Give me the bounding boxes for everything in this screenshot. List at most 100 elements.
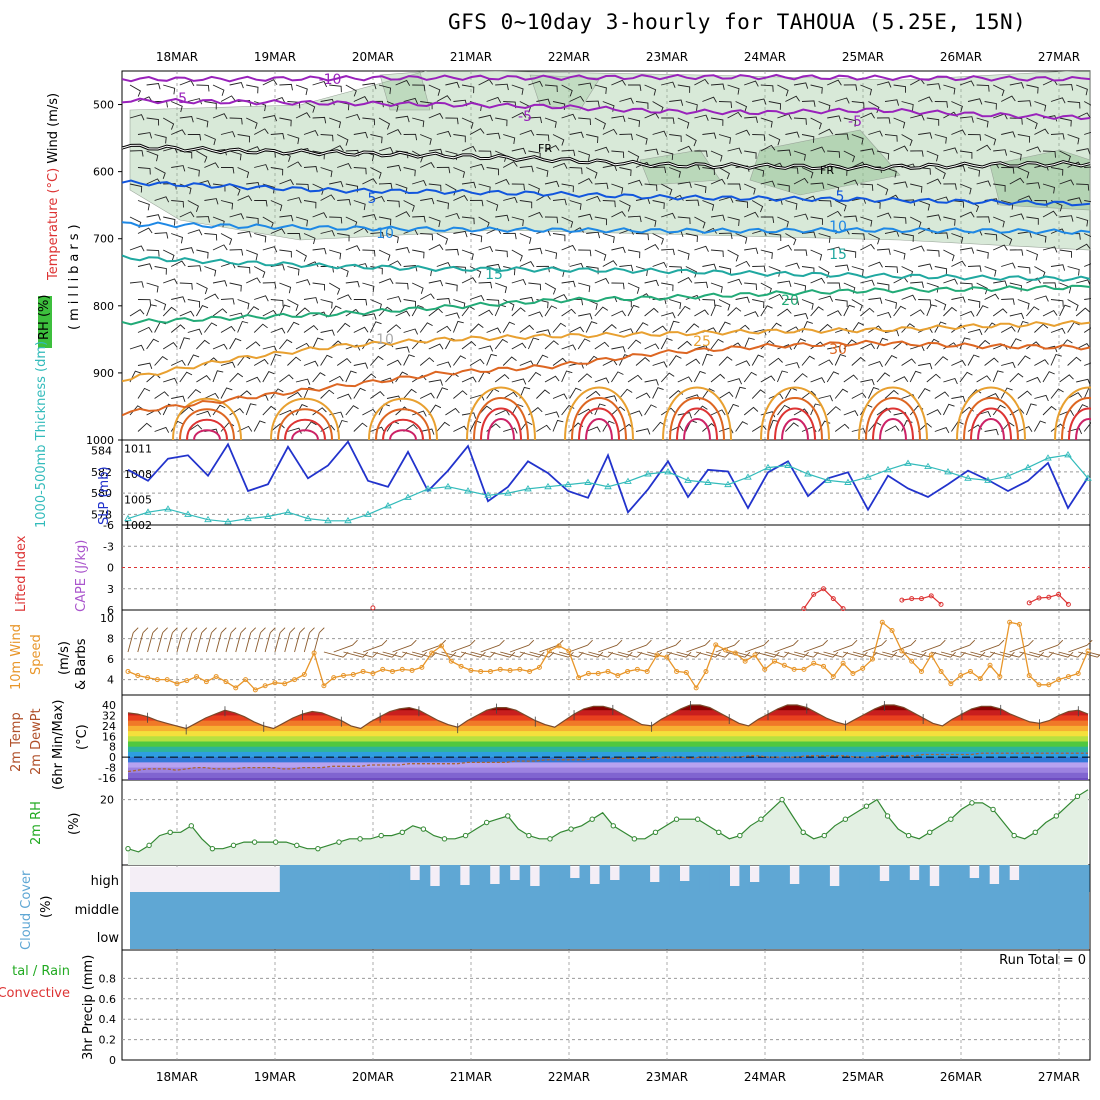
- slp-tick: 1002: [124, 519, 152, 532]
- warm-lobe-contour: [865, 397, 921, 440]
- wind-speed-point: [301, 672, 307, 678]
- wind-barb: [378, 249, 391, 261]
- wind-barb: [967, 299, 981, 308]
- contour-label: 20: [781, 293, 799, 309]
- wind-barb: [661, 81, 676, 88]
- temp-tick: 24: [102, 720, 116, 733]
- wind-barb: [594, 182, 609, 190]
- surface-wind-barb: [911, 651, 932, 658]
- wind-barb: [668, 320, 680, 333]
- wind-speed-point: [654, 652, 660, 658]
- wind-barb: [511, 216, 524, 227]
- wind-barb: [287, 134, 300, 145]
- wind-barb: [486, 167, 499, 176]
- wind-barb: [876, 81, 892, 88]
- surface-wind-barb-flag: [979, 651, 986, 658]
- surface-wind-barb-flag: [851, 639, 858, 646]
- warm-lobe-contour: [767, 397, 823, 440]
- wind-barb: [628, 84, 642, 91]
- wind-barb: [204, 233, 218, 241]
- wind-barb: [959, 150, 973, 159]
- lifted-index-point: [1046, 594, 1052, 600]
- wind-barb: [336, 134, 349, 146]
- surface-wind-barb-flag: [220, 627, 227, 634]
- wind-barb: [362, 313, 377, 320]
- surface-wind-barb: [617, 651, 638, 658]
- wind-barb: [984, 393, 1000, 399]
- thickness-point: [804, 470, 812, 477]
- thickness-point: [684, 476, 692, 483]
- wind-barb: [1059, 339, 1073, 350]
- wind-barb: [743, 337, 755, 350]
- wind-speed-point: [135, 673, 141, 679]
- wind-barb: [544, 411, 560, 418]
- wind-barb: [744, 80, 759, 87]
- rh-point: [1053, 813, 1060, 819]
- surface-wind-barb-flag: [201, 627, 208, 634]
- wind-barb: [644, 379, 659, 386]
- wind-speed-point: [311, 650, 317, 656]
- wind-barb: [893, 376, 909, 383]
- wind-barb: [668, 425, 684, 432]
- thickness-point: [764, 463, 772, 471]
- wind-barb: [710, 117, 724, 126]
- surface-wind-barb-flag: [891, 651, 898, 658]
- surface-wind-barb: [735, 651, 755, 658]
- wind-barb: [229, 282, 242, 292]
- surface-wind-barb: [215, 632, 222, 653]
- wind-barb: [926, 409, 942, 416]
- wind-barb: [627, 304, 640, 317]
- wind-speed-point: [830, 674, 836, 680]
- warm-lobe-contour: [284, 418, 326, 440]
- wind-barb: [685, 134, 697, 147]
- wind-barb: [777, 216, 789, 228]
- wind-barb: [602, 260, 618, 267]
- wind-barb: [270, 299, 284, 307]
- cloud-high-bar: [939, 865, 950, 892]
- lifted-index-point: [1036, 595, 1042, 601]
- cloud-high-bar: [529, 886, 541, 892]
- temp-color-band: [128, 772, 1088, 779]
- cloud-high-bar: [439, 865, 451, 892]
- wind-barb: [768, 266, 781, 277]
- wind-barb: [1059, 304, 1071, 317]
- cloud-high-bar: [459, 885, 471, 892]
- wind-speed-point: [419, 664, 425, 670]
- wind-barb: [1000, 422, 1015, 432]
- rh-point: [336, 839, 342, 845]
- thickness-point: [444, 482, 452, 490]
- wind-barb: [768, 101, 782, 110]
- date-label-bottom: 23MAR: [646, 1070, 688, 1084]
- cloud-high-bar: [979, 865, 990, 892]
- lifted-index-tick: 3: [107, 583, 114, 596]
- surface-wind-barb: [774, 644, 794, 653]
- wind-barb: [785, 131, 800, 138]
- wind-barb: [785, 298, 799, 306]
- warm-lobe-contour: [879, 418, 907, 440]
- wind-barb: [345, 344, 361, 351]
- thickness-point: [484, 491, 492, 498]
- wind-barb: [1034, 359, 1049, 366]
- temp-color-band: [128, 731, 1088, 737]
- surface-wind-barb: [882, 651, 902, 658]
- wind-barb: [345, 245, 361, 252]
- cloud-level-label: middle: [75, 903, 119, 918]
- wind-barb: [661, 150, 674, 160]
- cloud-high-bar: [899, 865, 910, 892]
- wind-barb: [768, 357, 783, 366]
- surface-wind-barb-flag: [998, 639, 1005, 646]
- thickness-point: [744, 473, 752, 480]
- wind-barb: [677, 305, 691, 317]
- wind-barb: [386, 129, 402, 135]
- surface-wind-barb: [1087, 651, 1100, 656]
- wind-barb: [1009, 338, 1022, 350]
- cloud-high-bar: [609, 880, 621, 892]
- wind-barb: [876, 337, 889, 350]
- wind-barb: [262, 282, 277, 289]
- thickness-point: [204, 515, 212, 523]
- wind-barb: [677, 277, 693, 284]
- warm-lobe-contour: [179, 408, 235, 440]
- wind-barb: [1075, 307, 1091, 317]
- wind-barb: [370, 355, 384, 366]
- surface-wind-barb: [235, 632, 242, 653]
